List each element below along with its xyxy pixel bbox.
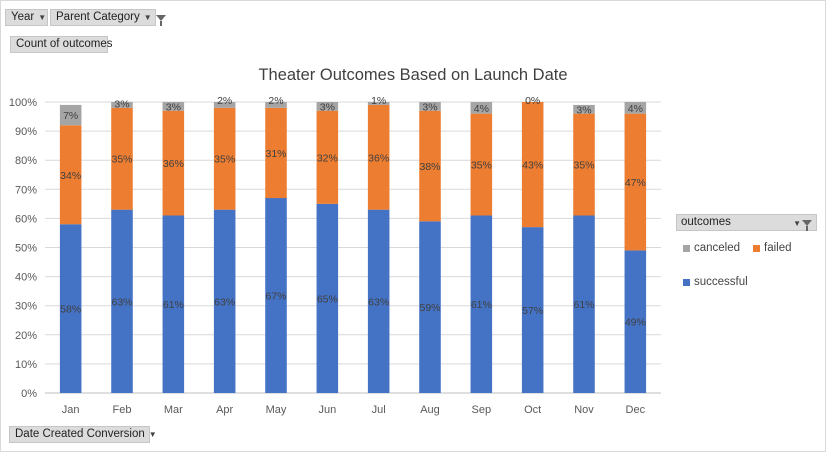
data-label-failed-apr: 35% <box>214 154 235 166</box>
data-label-canceled-jul: 1% <box>371 95 386 107</box>
data-label-failed-mar: 36% <box>163 158 184 170</box>
y-tick-label: 50% <box>15 243 37 255</box>
data-label-successful-aug: 59% <box>419 302 440 314</box>
legend: outcomes ▼ canceled failed successful <box>676 214 817 304</box>
data-label-successful-apr: 63% <box>214 296 235 308</box>
data-label-canceled-apr: 2% <box>217 95 232 107</box>
y-tick-label: 100% <box>9 97 37 109</box>
legend-label: failed <box>764 242 792 254</box>
y-tick-label: 40% <box>15 272 37 284</box>
x-tick-label: Nov <box>574 404 594 416</box>
x-tick-label: Jul <box>372 404 386 416</box>
data-label-successful-sep: 61% <box>471 299 492 311</box>
x-tick-label: Sep <box>472 404 492 416</box>
y-tick-label: 0% <box>21 388 37 400</box>
data-label-failed-jan: 34% <box>60 170 81 182</box>
dropdown-arrow-icon: ▼ <box>38 9 46 26</box>
year-filter-label: Year <box>11 9 34 26</box>
data-label-canceled-mar: 3% <box>166 101 181 113</box>
legend-swatch <box>683 245 690 252</box>
data-label-failed-nov: 35% <box>573 160 594 172</box>
data-label-successful-may: 67% <box>265 291 286 303</box>
gridlines <box>45 102 661 393</box>
data-label-failed-oct: 43% <box>522 160 543 172</box>
y-axis: 0% 10% 20% 30% 40% 50% 60% 70% 80% 90% 100% <box>9 97 37 400</box>
data-label-canceled-oct: 0% <box>525 95 540 107</box>
legend-item-failed[interactable]: failed <box>753 242 792 254</box>
y-tick-label: 30% <box>15 301 37 313</box>
data-label-canceled-feb: 3% <box>114 98 129 110</box>
x-tick-label: Feb <box>113 404 132 416</box>
data-label-canceled-dec: 4% <box>628 103 643 115</box>
y-tick-label: 70% <box>15 184 37 196</box>
legend-filter-icon[interactable]: ▼ <box>793 216 812 231</box>
x-tick-label: Dec <box>626 404 646 416</box>
y-tick-label: 20% <box>15 330 37 342</box>
data-label-successful-jul: 63% <box>368 296 389 308</box>
data-label-failed-may: 31% <box>265 148 286 160</box>
legend-label: canceled <box>694 242 740 254</box>
y-tick-label: 90% <box>15 126 37 138</box>
filter-funnel-icon <box>156 15 166 21</box>
legend-swatch <box>753 245 760 252</box>
legend-swatch <box>683 279 690 286</box>
data-label-failed-jul: 36% <box>368 152 389 164</box>
data-label-failed-feb: 35% <box>111 154 132 166</box>
data-label-successful-jan: 58% <box>60 304 81 316</box>
data-label-successful-jun: 65% <box>317 293 338 305</box>
x-axis: Jan Feb Mar Apr May Jun Jul Aug Sep Oct Nov Dec <box>62 404 646 416</box>
x-tick-label: May <box>266 404 287 416</box>
axis-field-label: Date Created Conversion <box>15 426 145 443</box>
chart-title: Theater Outcomes Based on Launch Date <box>258 66 567 84</box>
axis-field-button[interactable]: Date Created Conversion ▼ <box>9 426 150 443</box>
y-tick-label: 60% <box>15 213 37 225</box>
x-tick-label: Mar <box>164 404 183 416</box>
data-label-successful-feb: 63% <box>111 296 132 308</box>
x-tick-label: Jan <box>62 404 80 416</box>
data-label-canceled-jun: 3% <box>320 101 335 113</box>
filter-funnel-icon <box>802 220 812 226</box>
y-tick-label: 80% <box>15 155 37 167</box>
legend-item-successful[interactable]: successful <box>683 276 748 288</box>
data-label-successful-nov: 61% <box>573 299 594 311</box>
data-label-failed-dec: 47% <box>625 177 646 189</box>
dropdown-arrow-icon: ▼ <box>149 426 157 443</box>
data-label-successful-dec: 49% <box>625 317 646 329</box>
legend-title: outcomes <box>681 216 731 228</box>
values-field-button[interactable]: Count of outcomes <box>10 36 108 53</box>
year-filter-button[interactable]: Year ▼ <box>5 9 48 26</box>
data-label-failed-sep: 35% <box>471 160 492 172</box>
data-label-canceled-may: 2% <box>268 95 283 107</box>
x-tick-label: Oct <box>524 404 541 416</box>
data-label-canceled-nov: 3% <box>576 104 591 116</box>
data-label-canceled-sep: 4% <box>474 103 489 115</box>
x-tick-label: Aug <box>420 404 440 416</box>
parent-category-filter-button[interactable]: Parent Category ▼ <box>50 9 156 26</box>
x-tick-label: Jun <box>318 404 336 416</box>
data-label-failed-jun: 32% <box>317 152 338 164</box>
data-label-failed-aug: 38% <box>419 161 440 173</box>
legend-item-canceled[interactable]: canceled <box>683 242 740 254</box>
dropdown-arrow-icon: ▼ <box>144 9 152 26</box>
data-label-canceled-jan: 7% <box>63 110 78 122</box>
y-tick-label: 10% <box>15 359 37 371</box>
data-label-successful-oct: 57% <box>522 305 543 317</box>
values-field-label: Count of outcomes <box>16 36 113 53</box>
data-label-canceled-aug: 3% <box>422 101 437 113</box>
data-label-successful-mar: 61% <box>163 299 184 311</box>
data-labels: 58% 34% 7% 63% 35% 3% 61% 36% 3% 63% 35% 2% 67% 31% 2%… <box>60 95 646 329</box>
legend-label: successful <box>694 276 748 288</box>
legend-field-button[interactable]: outcomes ▼ <box>676 214 817 231</box>
parent-category-filter-label: Parent Category <box>56 9 140 26</box>
x-tick-label: Apr <box>216 404 233 416</box>
